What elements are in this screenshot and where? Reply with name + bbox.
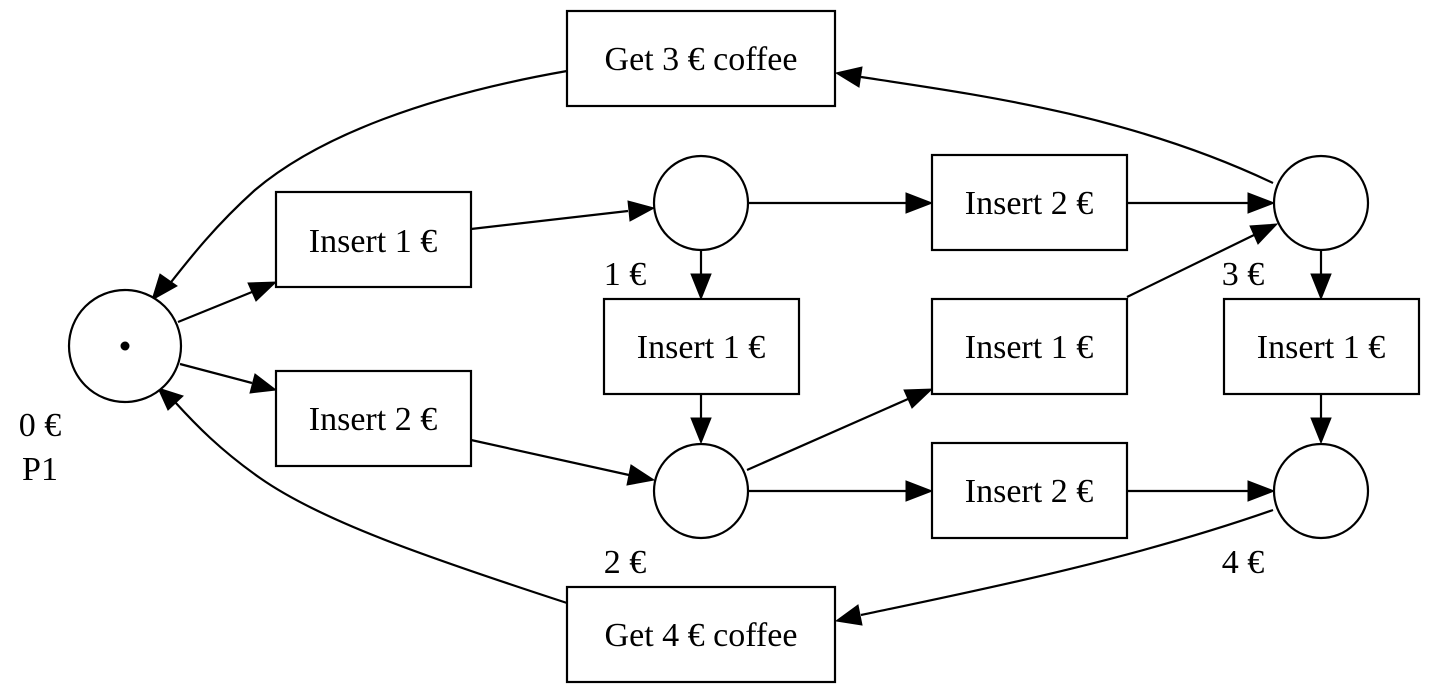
arrowhead bbox=[690, 417, 712, 445]
places bbox=[67, 154, 1370, 540]
place-p2 bbox=[652, 442, 750, 540]
place-p2-amount-label: 2 € bbox=[604, 544, 647, 581]
transitions: Get 3 € coffee Insert 1 € Insert 2 € Ins… bbox=[274, 9, 1421, 684]
arcs bbox=[151, 66, 1332, 626]
place-p0-name-label: P1 bbox=[22, 451, 58, 488]
arc-insert1-to-p1 bbox=[470, 209, 629, 231]
transition-insert-2-p0-p2: Insert 2 € bbox=[274, 369, 473, 468]
transition-insert-1-p0-p1: Insert 1 € bbox=[274, 190, 473, 289]
place-labels: 0 € P1 1 € 2 € 3 € 4 € bbox=[19, 256, 1265, 581]
arrowhead bbox=[247, 281, 278, 302]
transition-label: Get 4 € coffee bbox=[605, 617, 798, 654]
transition-label: Insert 1 € bbox=[637, 329, 765, 366]
arc-p4-to-get4 bbox=[860, 508, 1274, 617]
arrowhead bbox=[903, 388, 934, 409]
arc-insert2-to-p2 bbox=[470, 438, 630, 477]
arrowhead bbox=[249, 373, 278, 394]
transition-label: Insert 1 € bbox=[309, 223, 437, 260]
arrowhead bbox=[151, 273, 178, 302]
arrowhead bbox=[1310, 273, 1332, 301]
place-p0-amount-label: 0 € bbox=[19, 407, 62, 444]
arrowhead bbox=[905, 192, 934, 214]
transition-label: Insert 2 € bbox=[965, 473, 1093, 510]
transition-get-3-coffee: Get 3 € coffee bbox=[565, 9, 837, 108]
arrowhead bbox=[1247, 192, 1276, 214]
transition-insert-1-p3-p4: Insert 1 € bbox=[1222, 297, 1421, 396]
place-p3-amount-label: 3 € bbox=[1222, 256, 1265, 293]
arc-get3-to-p0 bbox=[167, 69, 568, 287]
place-p3 bbox=[1272, 154, 1370, 252]
arrowhead bbox=[1249, 223, 1279, 245]
transition-insert-2-p1-p3: Insert 2 € bbox=[930, 153, 1129, 252]
arrowhead bbox=[690, 273, 712, 301]
arrowhead bbox=[834, 66, 863, 88]
place-p1-amount-label: 1 € bbox=[604, 256, 647, 293]
place-p1 bbox=[652, 154, 750, 252]
transition-get-4-coffee: Get 4 € coffee bbox=[565, 585, 837, 684]
transition-label: Insert 1 € bbox=[965, 329, 1093, 366]
arrowhead bbox=[157, 387, 184, 411]
transition-label: Get 3 € coffee bbox=[605, 41, 798, 78]
transition-insert-2-p2-p4: Insert 2 € bbox=[930, 441, 1129, 540]
arc-p2-to-insert1-right bbox=[746, 397, 909, 472]
arrowhead bbox=[1310, 417, 1332, 445]
place-p4 bbox=[1272, 442, 1370, 540]
arc-p3-to-get3 bbox=[860, 75, 1274, 184]
transition-label: Insert 1 € bbox=[1257, 329, 1385, 366]
arrowhead bbox=[834, 604, 863, 626]
arc-get4-to-p0 bbox=[174, 401, 568, 605]
transition-insert-1-p2-p3: Insert 1 € bbox=[930, 297, 1129, 396]
arrowhead bbox=[626, 464, 656, 486]
place-p4-amount-label: 4 € bbox=[1222, 544, 1265, 581]
arc-p0-to-insert2-lower bbox=[179, 362, 253, 385]
transition-label: Insert 2 € bbox=[309, 401, 437, 438]
transition-insert-1-p1-p2: Insert 1 € bbox=[602, 297, 801, 396]
arc-insert1-right-to-p3 bbox=[1126, 234, 1255, 298]
arrowhead bbox=[905, 480, 934, 502]
arrowhead bbox=[1247, 480, 1276, 502]
token-dot bbox=[120, 341, 130, 351]
arrowhead bbox=[627, 200, 656, 222]
arc-p0-to-insert1-upper bbox=[177, 290, 253, 324]
transition-label: Insert 2 € bbox=[965, 185, 1093, 222]
